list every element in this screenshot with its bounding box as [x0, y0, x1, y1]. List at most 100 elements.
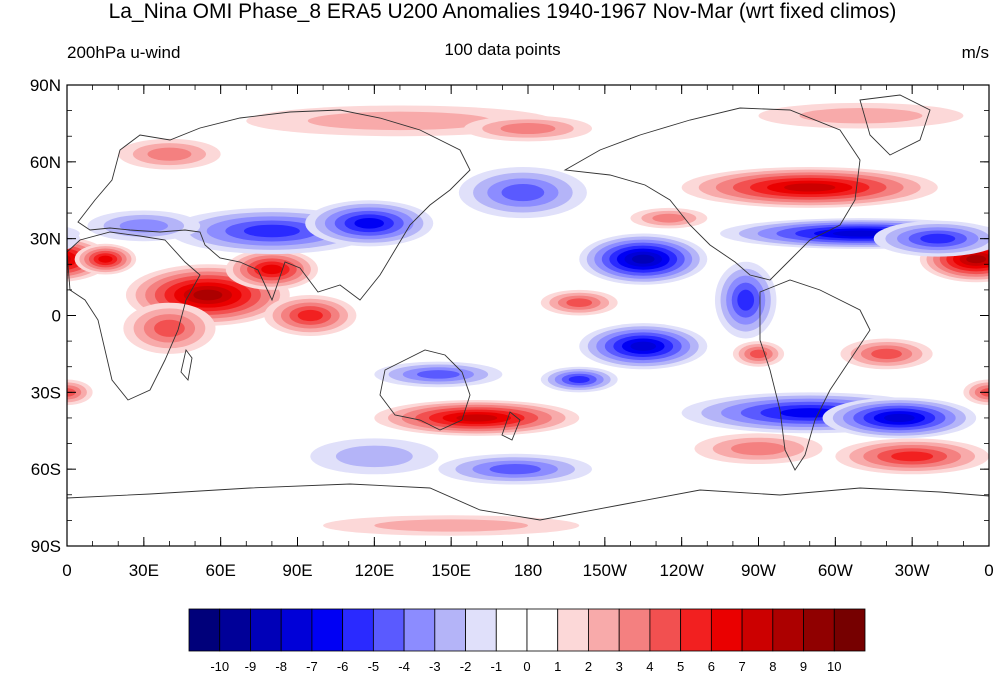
anomaly-region [67, 220, 989, 257]
colorbar-box [250, 608, 282, 652]
anomaly-region [714, 261, 777, 339]
anomaly-region [67, 379, 989, 406]
lat-tick-label: 0 [52, 307, 61, 326]
colorbar-label: -4 [398, 659, 410, 674]
coastline-south-america [759, 279, 871, 471]
anomaly-region [323, 515, 580, 536]
lon-tick-label: 0 [62, 561, 71, 580]
coastlines [67, 94, 989, 521]
lat-tick-label: 60N [30, 153, 61, 172]
colorbar-box [342, 608, 374, 652]
colorbar-label: 0 [523, 659, 530, 674]
anomaly-region [835, 438, 989, 475]
coastline-australia [379, 349, 471, 431]
anomaly-region [822, 397, 977, 439]
colorbar-box [557, 608, 589, 652]
anomaly-region [74, 243, 137, 275]
colorbar-label: 1 [554, 659, 561, 674]
lon-tick-label: 90E [282, 561, 312, 580]
colorbar-label: -5 [368, 659, 380, 674]
lon-tick-label: 120W [659, 561, 703, 580]
coastline-africa [67, 231, 201, 401]
coastline-antarctica [67, 483, 989, 521]
colorbar-box [588, 608, 620, 652]
anomaly-region [310, 438, 439, 475]
lat-tick-label: 30N [30, 230, 61, 249]
colorbar-label: -6 [337, 659, 349, 674]
anomaly-region [681, 166, 938, 208]
anomaly-region [540, 289, 618, 316]
coastline-new-zealand [501, 411, 521, 441]
colorbar-box [772, 608, 804, 652]
colorbar-box [465, 608, 497, 652]
colorbar-box [526, 608, 559, 652]
colorbar-box [803, 608, 835, 652]
anomaly-region [758, 102, 964, 129]
colorbar-box [188, 608, 221, 652]
anomaly-region [374, 361, 503, 388]
colorbar-label: -10 [210, 659, 229, 674]
variable-label: 200hPa u-wind [67, 43, 181, 62]
colorbar-label: 2 [585, 659, 592, 674]
colorbar-box [618, 608, 651, 652]
anomaly-region [540, 366, 618, 393]
anomaly-field [67, 102, 989, 536]
anomaly-region [694, 433, 823, 465]
colorbar-label: 5 [677, 659, 684, 674]
colorbar-label: 7 [738, 659, 745, 674]
coastline-north-america [563, 107, 861, 281]
colorbar-label: -1 [490, 659, 502, 674]
lat-tick-label: 60S [31, 460, 61, 479]
anomaly-region [732, 341, 785, 367]
colorbar-box [741, 608, 774, 652]
colorbar-box [403, 608, 436, 652]
lon-tick-label: 30E [129, 561, 159, 580]
colorbar-label: -7 [306, 659, 318, 674]
lon-tick-label: 60E [206, 561, 236, 580]
lon-tick-label: 30W [895, 561, 930, 580]
colorbar-boxes [188, 608, 866, 652]
anomaly-region [579, 233, 708, 285]
coastline-greenland [859, 94, 931, 156]
lon-tick-label: 120E [354, 561, 394, 580]
colorbar-box [311, 608, 344, 652]
anomaly-region [438, 453, 593, 485]
anomaly-region [305, 200, 434, 247]
lon-tick-label: 180 [514, 561, 542, 580]
anomaly-region [840, 338, 933, 370]
colorbar-box [710, 608, 743, 652]
colorbar-label: -8 [275, 659, 287, 674]
colorbar-box [372, 608, 405, 652]
coastline-europe-asia [77, 109, 471, 302]
lat-tick-label: 30S [31, 383, 61, 402]
colorbar-label: 9 [800, 659, 807, 674]
lon-tick-label: 0 [984, 561, 993, 580]
colorbar-label: -3 [429, 659, 441, 674]
anomaly-region [225, 248, 318, 290]
map-title: La_Nina OMI Phase_8 ERA5 U200 Anomalies … [108, 0, 897, 23]
lon-tick-label: 60W [818, 561, 853, 580]
anomaly-region [458, 166, 587, 219]
colorbar-label: 3 [616, 659, 623, 674]
lat-tick-label: 90N [30, 76, 61, 95]
colorbar-labels: -10 -9 -8 -7 -6 -5 -4 -3 -2 -1 0 1 2 3 4 5 6 7 8 9 10 [210, 659, 841, 674]
colorbar-label: 8 [769, 659, 776, 674]
anomaly-region [264, 295, 357, 336]
lon-tick-label: 150W [583, 561, 627, 580]
colorbar-box [434, 608, 466, 652]
anomaly-region [463, 115, 593, 142]
units-label: m/s [961, 43, 989, 62]
colorbar-label: 6 [708, 659, 715, 674]
colorbar-box [680, 608, 712, 652]
colorbar-label: -9 [245, 659, 257, 674]
lon-tick-label: 90W [741, 561, 776, 580]
colorbar-box [833, 608, 866, 652]
colorbar-label: 4 [646, 659, 653, 674]
colorbar-box [649, 608, 682, 652]
colorbar-label: 10 [827, 659, 841, 674]
data-count-label: 100 data points [444, 40, 561, 59]
colorbar-label: -2 [460, 659, 472, 674]
